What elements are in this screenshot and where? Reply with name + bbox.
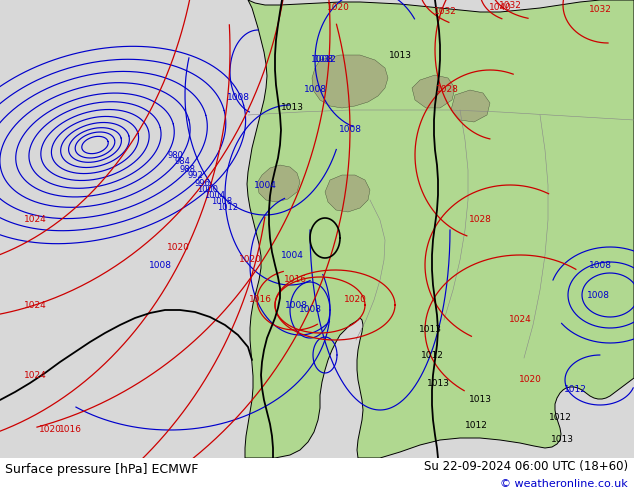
Text: 1024: 1024 — [23, 370, 46, 379]
Text: 1032: 1032 — [498, 0, 521, 9]
Text: 1008: 1008 — [226, 94, 250, 102]
Text: 1024: 1024 — [23, 216, 46, 224]
Text: 980: 980 — [167, 150, 183, 160]
Polygon shape — [257, 165, 300, 202]
Polygon shape — [312, 55, 388, 108]
Text: Surface pressure [hPa] ECMWF: Surface pressure [hPa] ECMWF — [5, 463, 198, 476]
Text: 1008: 1008 — [339, 125, 361, 134]
Text: 1004: 1004 — [281, 250, 304, 260]
Text: 1012: 1012 — [548, 414, 571, 422]
Text: 1020: 1020 — [519, 375, 541, 385]
Text: 1032: 1032 — [588, 5, 611, 15]
Text: 1024: 1024 — [508, 316, 531, 324]
Text: 1020: 1020 — [39, 425, 61, 435]
Text: © weatheronline.co.uk: © weatheronline.co.uk — [500, 479, 628, 489]
Text: 1008: 1008 — [586, 291, 609, 299]
Text: 1008: 1008 — [311, 55, 333, 65]
Polygon shape — [412, 75, 455, 108]
Text: 1004: 1004 — [254, 180, 276, 190]
Text: 1020: 1020 — [238, 255, 261, 265]
Text: 992: 992 — [187, 172, 203, 180]
Text: 1012: 1012 — [314, 55, 337, 65]
Text: 1013: 1013 — [389, 50, 411, 59]
Text: 1008: 1008 — [588, 261, 612, 270]
Polygon shape — [451, 90, 490, 122]
Text: 1013: 1013 — [550, 436, 574, 444]
Text: 1016: 1016 — [58, 425, 82, 435]
Text: 1016: 1016 — [283, 275, 306, 285]
Text: 1028: 1028 — [436, 85, 458, 95]
Text: 984: 984 — [174, 157, 190, 167]
Text: 1000: 1000 — [198, 186, 219, 195]
Text: 1008: 1008 — [285, 300, 307, 310]
Text: 1008: 1008 — [211, 197, 233, 206]
Text: 1012: 1012 — [564, 386, 586, 394]
Text: 996: 996 — [194, 178, 210, 188]
Text: 1016: 1016 — [249, 295, 271, 304]
Text: 1020: 1020 — [344, 295, 366, 304]
Text: 1004: 1004 — [205, 192, 226, 200]
Text: 1008: 1008 — [148, 261, 172, 270]
Text: 1040: 1040 — [489, 3, 512, 13]
Text: Su 22-09-2024 06:00 UTC (18+60): Su 22-09-2024 06:00 UTC (18+60) — [424, 461, 628, 473]
Polygon shape — [245, 0, 634, 458]
Text: 1012: 1012 — [420, 350, 443, 360]
Polygon shape — [325, 175, 370, 212]
Text: 1012: 1012 — [465, 420, 488, 430]
Text: 1028: 1028 — [469, 216, 491, 224]
Text: 1024: 1024 — [23, 300, 46, 310]
Text: 1013: 1013 — [427, 378, 450, 388]
Text: 1020: 1020 — [167, 244, 190, 252]
Text: 1013: 1013 — [280, 103, 304, 113]
Text: 1032: 1032 — [434, 7, 456, 17]
Text: 1008: 1008 — [304, 85, 327, 95]
Text: 1012: 1012 — [217, 203, 238, 213]
Text: 1013: 1013 — [418, 325, 441, 335]
Text: 1008: 1008 — [299, 305, 321, 315]
Text: 988: 988 — [180, 165, 196, 173]
Text: 1020: 1020 — [327, 3, 349, 13]
Text: 1013: 1013 — [469, 395, 491, 405]
